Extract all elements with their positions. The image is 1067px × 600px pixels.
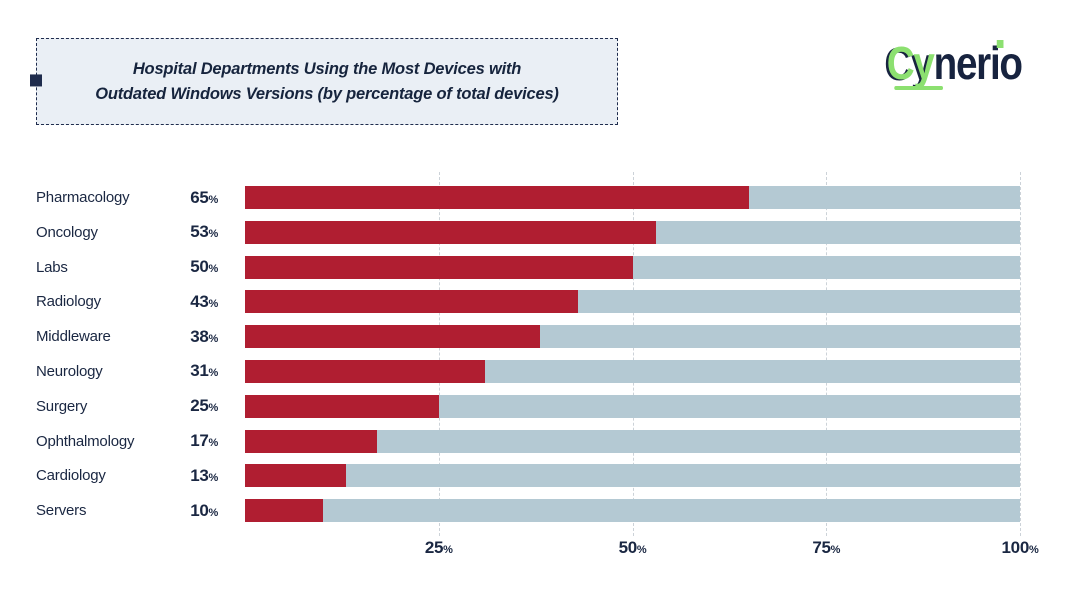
x-tick-label: 100% [1001,538,1039,558]
bar-track [245,499,1020,523]
chart-title-line-1: Hospital Departments Using the Most Devi… [132,59,522,78]
bar-rows: Pharmacology 65% Oncology 53% Labs 50% Radiolo… [36,172,1021,536]
cynerio-logo: Cynerio [886,36,1023,94]
value-label: 13% [190,465,218,485]
bar-track [245,429,1020,453]
bar-chart: Pharmacology 65% Oncology 53% Labs 50% Radiolo… [36,172,1039,568]
bar-fill [245,255,633,279]
bar-track [245,325,1020,349]
bar-track [245,255,1020,279]
value-label: 31% [190,361,218,381]
bar-track [245,359,1020,383]
bar-row: Middleware 38% [36,325,1020,349]
bar-row: Labs 50% [36,255,1020,279]
bar-fill [245,359,486,383]
logo-i-dot [996,40,1004,48]
value-label: 53% [190,222,218,242]
x-tick-label: 25% [424,538,453,558]
bar-row: Oncology 53% [36,220,1020,244]
bar-track [245,220,1020,244]
category-label: Surgery [36,397,88,415]
x-tick-label: 50% [618,538,647,558]
category-label: Servers [36,502,87,520]
value-label: 17% [190,431,218,451]
x-tick-label: 75% [812,538,841,558]
logo-text-green: Cy [886,37,935,89]
bar-fill [245,290,579,314]
value-label: 10% [190,500,218,520]
chart-title-line-2: Outdated Windows Versions (by percentage… [95,85,559,103]
category-label: Radiology [36,293,101,311]
category-label: Cardiology [36,467,106,485]
bar-fill [245,464,346,488]
bar-fill [245,429,377,453]
bar-fill [245,186,749,209]
value-label: 25% [190,396,218,416]
category-label: Neurology [36,362,103,380]
bar-row: Cardiology 13% [36,464,1020,488]
bar-track [245,464,1020,488]
bar-fill [245,220,656,244]
grid-line [1020,172,1021,536]
value-label: 38% [190,326,218,346]
bar-track [245,186,1020,209]
category-label: Labs [36,258,68,276]
bar-track [245,394,1020,418]
bar-track [245,290,1020,314]
bar-row: Pharmacology 65% [36,186,1020,209]
x-axis-ticks: 25% 50% 75% 100% [245,538,1039,568]
value-label: 50% [190,257,218,277]
logo-underline [894,86,944,90]
bar-fill [245,499,323,523]
bar-row: Servers 10% [36,499,1020,523]
category-label: Pharmacology [36,189,130,206]
chart-title-box: Hospital Departments Using the Most Devi… [30,38,618,125]
bar-row: Surgery 25% [36,394,1020,418]
bar-row: Ophthalmology 17% [36,429,1020,453]
value-label: 43% [190,291,218,311]
bar-fill [245,325,540,349]
selection-handle [30,73,42,86]
logo-text-dark: nerio [933,37,1023,89]
bar-row: Radiology 43% [36,290,1020,314]
value-label: 65% [190,187,218,207]
bar-row: Neurology 31% [36,359,1020,383]
category-label: Ophthalmology [36,432,135,450]
category-label: Middleware [36,328,111,346]
category-label: Oncology [36,223,98,241]
bar-fill [245,394,439,418]
